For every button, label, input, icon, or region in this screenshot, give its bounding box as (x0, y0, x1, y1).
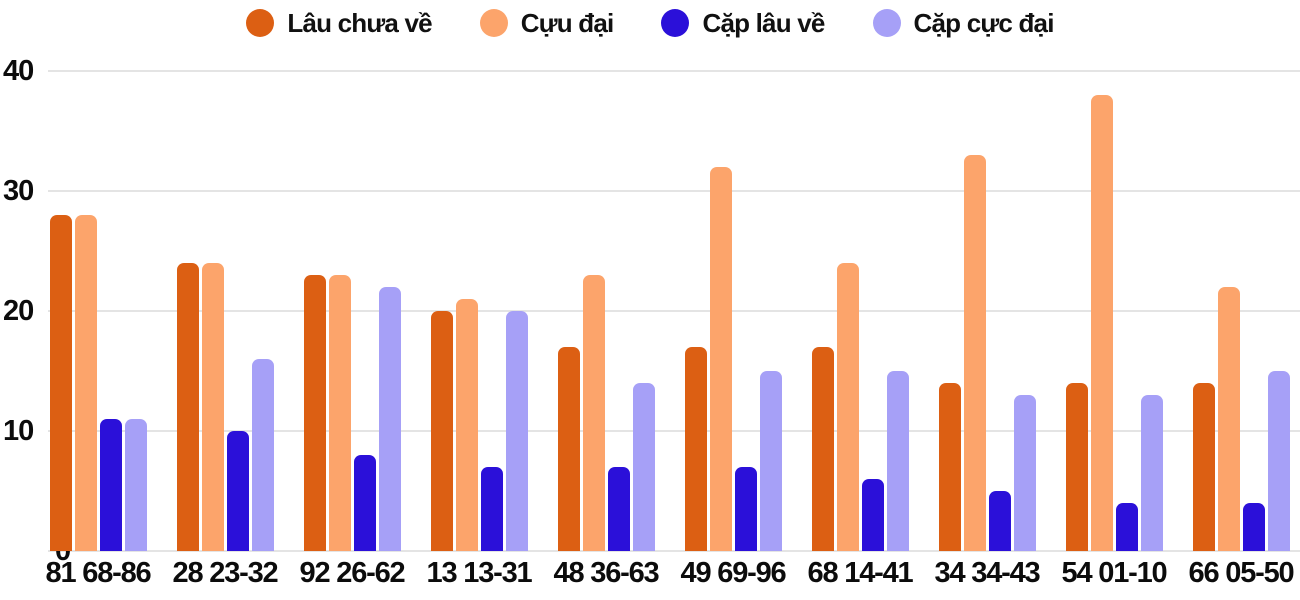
legend-label: Cựu đại (520, 7, 614, 38)
bar (964, 155, 986, 551)
bar (1091, 95, 1113, 551)
bar (177, 263, 199, 551)
bar (558, 347, 580, 551)
bar (252, 359, 274, 551)
legend-item-2[interactable]: Cựu đại (479, 7, 614, 39)
x-axis-category-label: 81 68-86 (45, 557, 152, 589)
bar (1193, 383, 1215, 551)
bar (75, 215, 97, 551)
x-axis-category-label: 66 05-50 (1188, 557, 1295, 589)
bar (431, 311, 453, 551)
bar (1268, 371, 1290, 551)
bar (710, 167, 732, 551)
bar (1014, 395, 1036, 551)
gridline (48, 430, 1300, 432)
bar (379, 287, 401, 551)
bar (812, 347, 834, 551)
y-axis-tick-label: 10 (3, 415, 34, 447)
x-axis-category-label: 49 69-96 (680, 557, 787, 589)
chart-legend: Lâu chưa về Cựu đại Cặp lâu về Cặp cực đại (0, 0, 1300, 46)
legend-label: Lâu chưa về (287, 7, 432, 38)
bar (481, 467, 503, 551)
x-axis-category-label: 28 23-32 (172, 557, 279, 589)
bar (354, 455, 376, 551)
bar (633, 383, 655, 551)
bar (50, 215, 72, 551)
y-axis-tick-label: 40 (3, 55, 34, 87)
bar (583, 275, 605, 551)
bar (837, 263, 859, 551)
bar (100, 419, 122, 551)
gridline (48, 310, 1300, 312)
bar (939, 383, 961, 551)
bar (735, 467, 757, 551)
gridline (48, 70, 1300, 72)
y-axis-tick-label: 30 (3, 175, 34, 207)
bar (1243, 503, 1265, 551)
bar (125, 419, 147, 551)
bar (202, 263, 224, 551)
bar (1116, 503, 1138, 551)
bar (329, 275, 351, 551)
legend-item-3[interactable]: Cặp lâu về (661, 7, 825, 39)
bar (685, 347, 707, 551)
bar (506, 311, 528, 551)
legend-label: Cặp cực đại (913, 7, 1055, 38)
legend-item-4[interactable]: Cặp cực đại (872, 7, 1055, 39)
legend-marker-icon (661, 9, 690, 37)
bar (887, 371, 909, 551)
legend-marker-icon (479, 9, 508, 37)
bar (608, 467, 630, 551)
x-axis-category-label: 92 26-62 (299, 557, 406, 589)
legend-label: Cặp lâu về (702, 7, 825, 38)
gridline (48, 190, 1300, 192)
legend-item-1[interactable]: Lâu chưa về (246, 7, 433, 39)
x-axis-category-label: 13 13-31 (426, 557, 533, 589)
bar (1141, 395, 1163, 551)
x-axis-category-label: 68 14-41 (807, 557, 914, 589)
x-axis-category-label: 54 01-10 (1061, 557, 1168, 589)
bar (989, 491, 1011, 551)
x-axis-category-label: 48 36-63 (553, 557, 660, 589)
bar (862, 479, 884, 551)
bar (227, 431, 249, 551)
gridline (48, 550, 1300, 552)
bar (304, 275, 326, 551)
y-axis-tick-label: 20 (3, 295, 34, 327)
legend-marker-icon (246, 9, 275, 37)
bar (760, 371, 782, 551)
bar (1218, 287, 1240, 551)
x-axis-category-label: 34 34-43 (934, 557, 1041, 589)
bar (1066, 383, 1088, 551)
bar (456, 299, 478, 551)
legend-marker-icon (872, 9, 901, 37)
